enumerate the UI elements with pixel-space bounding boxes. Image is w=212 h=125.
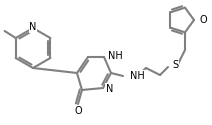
- Text: NH: NH: [108, 51, 123, 61]
- Text: N: N: [106, 84, 113, 94]
- Text: O: O: [199, 15, 207, 25]
- Text: O: O: [74, 106, 82, 116]
- Text: S: S: [172, 60, 178, 70]
- Text: NH: NH: [130, 71, 145, 81]
- Text: N: N: [29, 22, 37, 32]
